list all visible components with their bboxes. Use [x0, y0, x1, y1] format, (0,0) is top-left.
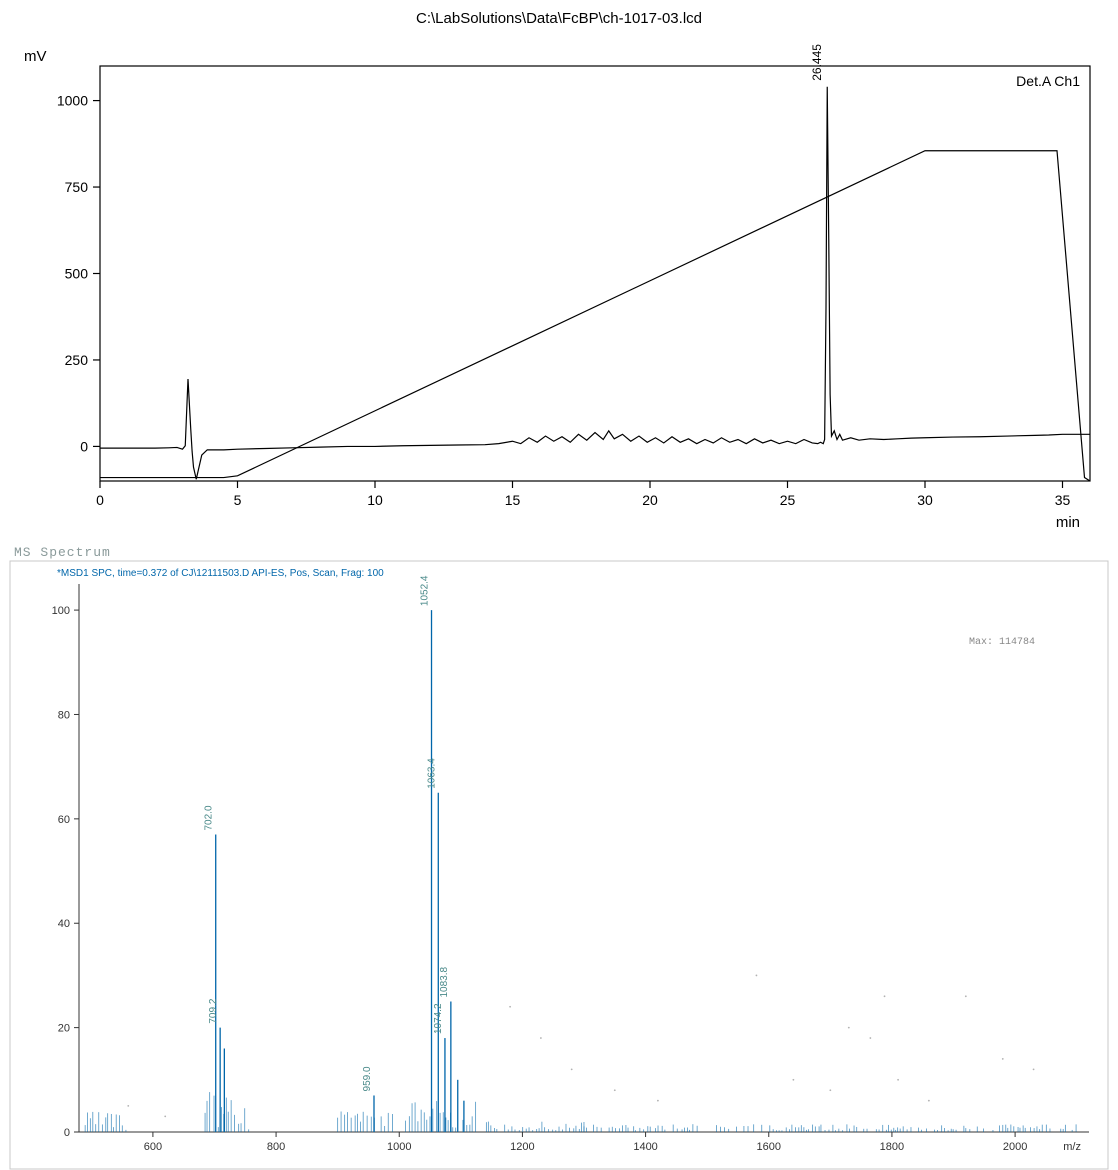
svg-text:100: 100	[52, 605, 70, 617]
svg-text:750: 750	[65, 179, 89, 195]
svg-text:250: 250	[65, 352, 89, 368]
svg-text:1000: 1000	[387, 1141, 411, 1153]
svg-text:80: 80	[58, 709, 70, 721]
svg-text:m/z: m/z	[1063, 1141, 1081, 1153]
svg-text:Max: 114784: Max: 114784	[969, 637, 1035, 648]
svg-text:800: 800	[267, 1141, 285, 1153]
chromatogram-title: C:\LabSolutions\Data\FcBP\ch-1017-03.lcd	[0, 0, 1118, 31]
svg-text:1074.2: 1074.2	[433, 1003, 444, 1034]
svg-text:35: 35	[1055, 492, 1071, 508]
svg-text:702.0: 702.0	[204, 805, 215, 830]
svg-text:mV: mV	[24, 48, 47, 65]
svg-text:0: 0	[96, 492, 104, 508]
svg-text:959.0: 959.0	[362, 1066, 373, 1091]
svg-text:25: 25	[780, 492, 796, 508]
svg-text:10: 10	[367, 492, 383, 508]
svg-text:0: 0	[64, 1127, 70, 1139]
svg-text:*MSD1 SPC, time=0.372 of CJ\12: *MSD1 SPC, time=0.372 of CJ\12111503.D A…	[57, 568, 384, 579]
svg-text:709.2: 709.2	[208, 998, 219, 1023]
svg-text:1052.4: 1052.4	[420, 575, 431, 606]
svg-text:1400: 1400	[633, 1141, 657, 1153]
svg-text:1800: 1800	[880, 1141, 904, 1153]
svg-text:5: 5	[234, 492, 242, 508]
svg-text:1200: 1200	[510, 1141, 534, 1153]
svg-text:2000: 2000	[1003, 1141, 1027, 1153]
svg-text:0: 0	[80, 438, 88, 454]
svg-text:30: 30	[917, 492, 933, 508]
svg-text:Det.A Ch1: Det.A Ch1	[1016, 73, 1080, 89]
ms-spectrum-chart: *MSD1 SPC, time=0.372 of CJ\12111503.D A…	[0, 560, 1118, 1170]
svg-text:20: 20	[58, 1023, 70, 1035]
svg-text:500: 500	[65, 266, 89, 282]
svg-text:1000: 1000	[57, 93, 88, 109]
ms-section-title: MS Spectrum	[0, 541, 1118, 560]
svg-text:600: 600	[144, 1141, 162, 1153]
chromatogram-chart: mV 0 250 500 750 1000 0 5 10 15 20 25 30 35 min 26.445 D…	[0, 31, 1118, 541]
svg-text:1600: 1600	[757, 1141, 781, 1153]
svg-text:40: 40	[58, 918, 70, 930]
svg-text:20: 20	[642, 492, 658, 508]
svg-text:min: min	[1056, 514, 1080, 531]
svg-text:60: 60	[58, 814, 70, 826]
svg-text:26.445: 26.445	[810, 44, 824, 81]
svg-text:1063.4: 1063.4	[426, 758, 437, 789]
svg-text:15: 15	[505, 492, 521, 508]
svg-text:1083.8: 1083.8	[439, 966, 450, 997]
